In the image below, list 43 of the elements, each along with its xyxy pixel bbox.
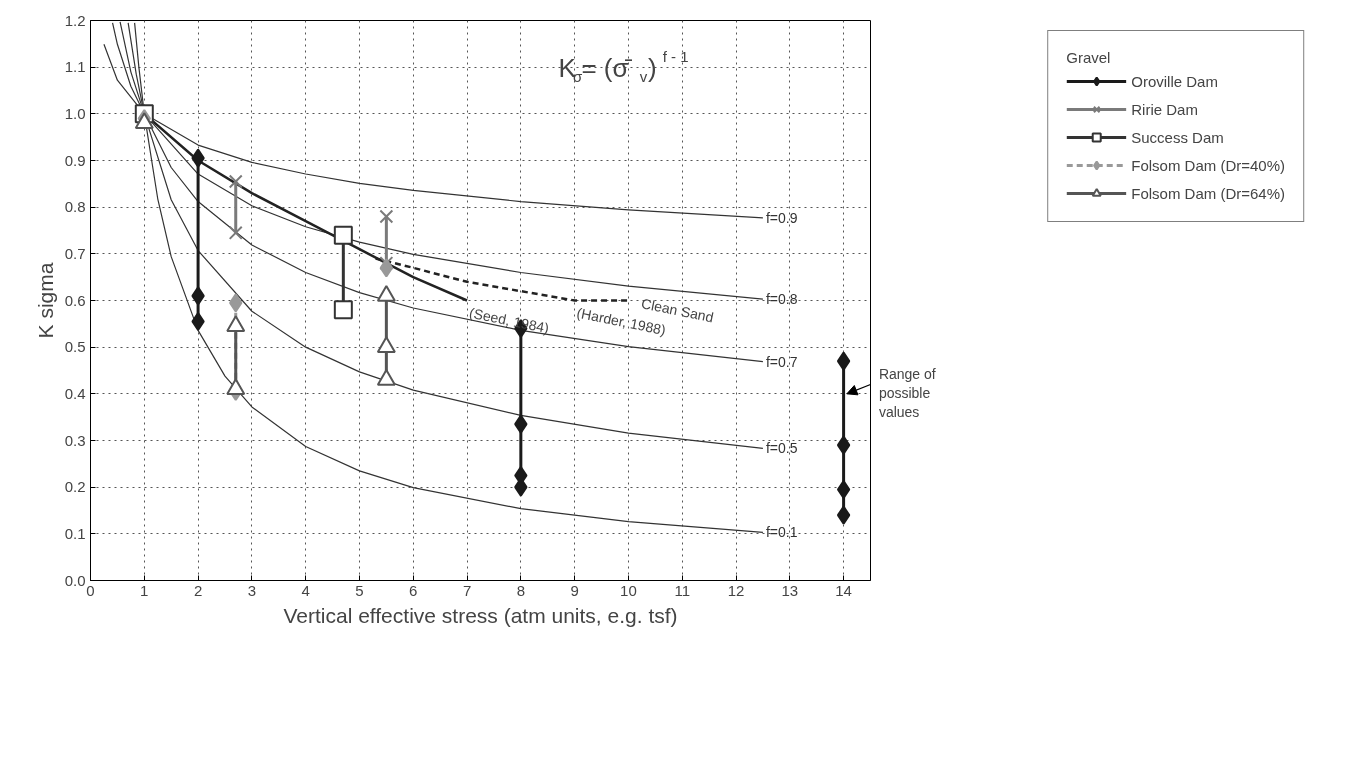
x-tick-label: 0 [86,581,95,599]
y-axis-title: K sigma [33,262,57,339]
y-tick-label: 0.9 [64,151,86,169]
legend-label: Success Dam [1131,128,1224,146]
y-tick-label: 1.2 [64,11,86,29]
x-tick-label: 6 [409,581,418,599]
annotation: (Seed, 1984) [467,304,551,337]
series-label: f=0.5 [765,440,798,457]
x-tick-label: 1 [140,581,149,599]
series-label: f=0.8 [765,291,798,308]
x-tick-label: 12 [727,581,745,599]
legend-label: Ririe Dam [1131,100,1198,118]
x-tick-label: 14 [835,581,852,599]
y-tick-label: 0.2 [64,478,86,496]
x-tick-label: 13 [781,581,799,599]
legend-title: Gravel [1066,49,1112,66]
y-tick-label: 0.6 [64,291,86,309]
x-tick-label: 2 [193,581,203,599]
x-tick-label: 3 [247,581,257,599]
y-tick-label: 0.0 [64,571,86,589]
y-tick-label: 0.1 [64,524,86,542]
y-tick-label: 1.0 [64,104,86,122]
y-tick-label: 0.7 [64,244,86,262]
series-label: f=0.9 [765,209,798,226]
x-tick-label: 11 [674,581,691,599]
y-tick-label: 1.1 [64,58,86,76]
y-tick-label: 0.8 [64,198,86,216]
y-tick-label: 0.4 [64,384,86,402]
y-tick-label: 0.3 [64,431,86,449]
legend-label: Folsom Dam (Dr=40%) [1131,156,1285,174]
annotation: Range of possible values [878,365,936,421]
y-tick-label: 0.5 [64,338,86,356]
x-tick-label: 5 [355,581,364,599]
x-tick-label: 7 [462,581,472,599]
legend-label: Oroville Dam [1131,72,1218,90]
x-tick-label: 8 [516,581,526,599]
x-axis-title: Vertical effective stress (atm units, e.g. tsf) [283,603,678,627]
x-tick-label: 10 [620,581,637,599]
series-label: f=0.1 [765,524,798,541]
x-tick-label: 9 [570,581,579,599]
series-label: f=0.7 [765,353,798,370]
legend-label: Folsom Dam (Dr=64%) [1131,184,1285,202]
x-tick-label: 4 [301,581,310,599]
